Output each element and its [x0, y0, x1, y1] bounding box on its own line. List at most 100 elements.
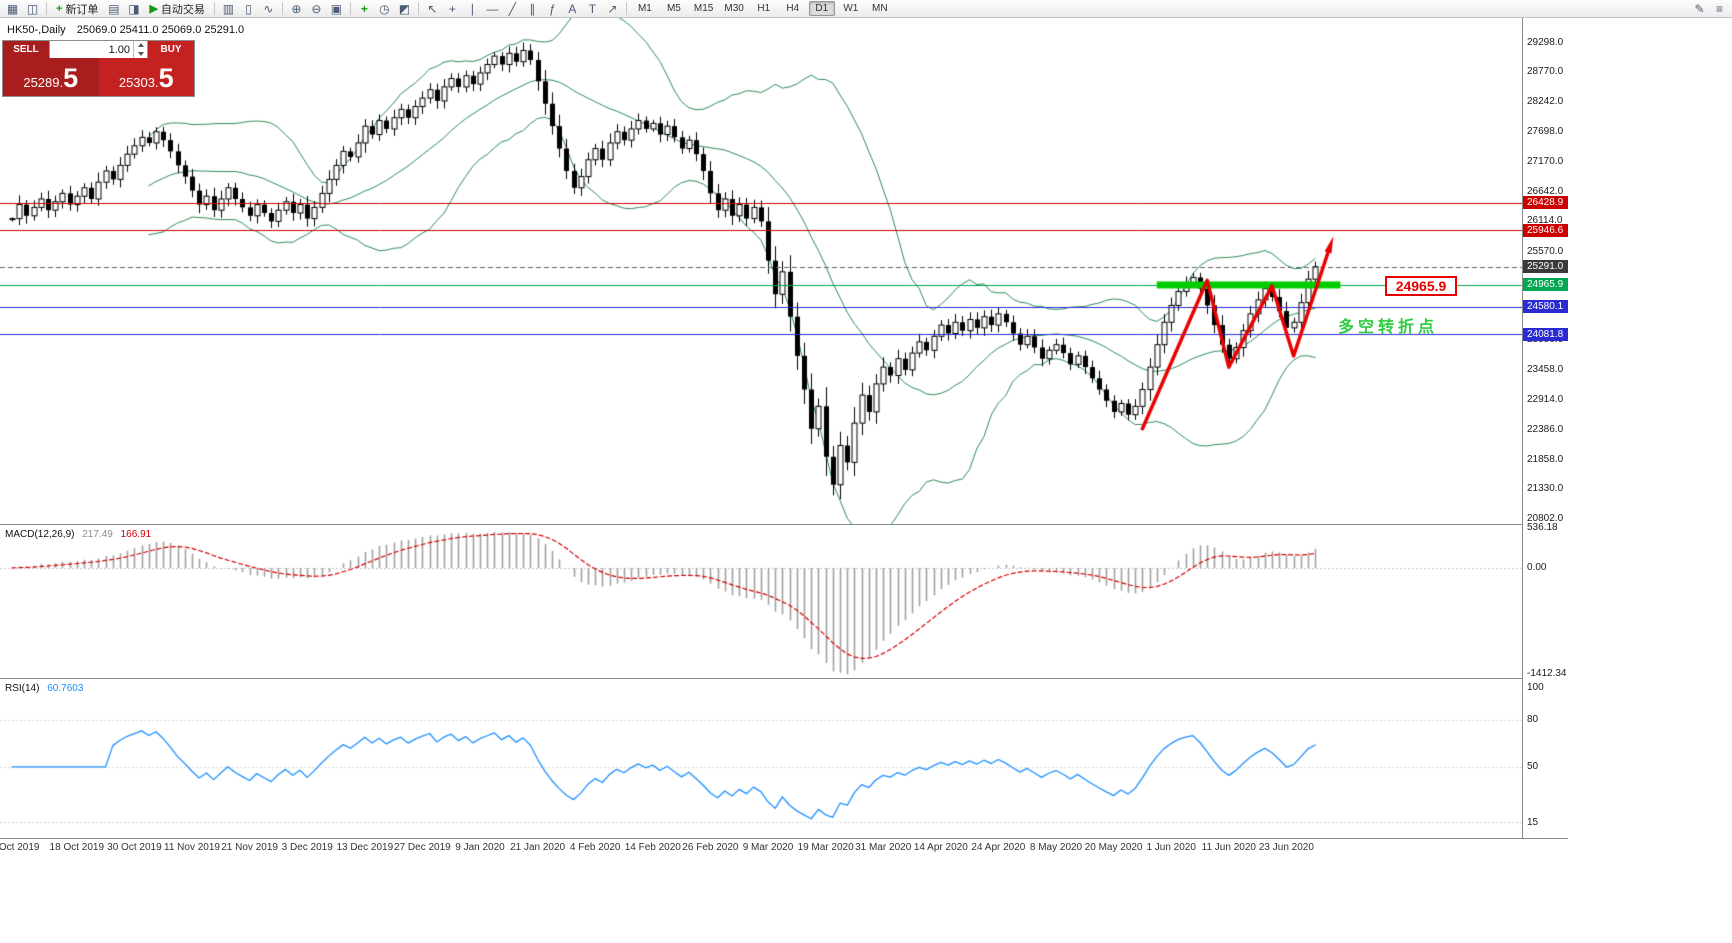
price-axis-label: -1412.34	[1527, 668, 1567, 680]
date-axis-label: 19 Mar 2020	[797, 842, 854, 853]
rsi-indicator-label: RSI(14) 60.7603	[5, 683, 83, 694]
volume-spinner[interactable]	[133, 41, 147, 58]
rsi-value: 60.7603	[47, 683, 84, 694]
candlestick-chart-icon[interactable]: ▯	[245, 1, 252, 16]
trendline-icon[interactable]: ╱	[508, 1, 517, 16]
chart-title: HK50-,Daily 25069.0 25411.0 25069.0 2529…	[7, 24, 244, 36]
date-axis-label: 3 Dec 2019	[281, 842, 333, 853]
price-axis-label: 26642.0	[1527, 185, 1564, 197]
bar-chart-icon[interactable]: ▥	[222, 1, 235, 16]
macd-indicator-label: MACD(12,26,9) 217.49 166.91	[5, 529, 151, 540]
fibonacci-icon[interactable]: ƒ	[549, 1, 556, 16]
zoom-in-icon[interactable]: ⊕	[291, 1, 302, 16]
date-axis-label: 8 May 2020	[1029, 842, 1083, 853]
price-axis-flag: 25291.0	[1523, 260, 1568, 274]
sell-price-fraction: 5	[63, 63, 79, 93]
chart-ohlc-values: 25069.0 25411.0 25069.0 25291.0	[76, 24, 245, 36]
date-axis-label: 1 Jun 2020	[1146, 842, 1196, 853]
price-axis-label: 23458.0	[1527, 363, 1564, 375]
price-axis-label: 22386.0	[1527, 424, 1564, 436]
price-axis-label: 27698.0	[1527, 126, 1564, 138]
date-axis-label: 9 Jan 2020	[455, 842, 505, 853]
panel-separator[interactable]	[0, 524, 1568, 525]
date-axis[interactable]: Oct 2019 18 Oct 2019 30 Oct 2019 11 Nov 201…	[0, 839, 1568, 856]
rsi-name: RSI(14)	[5, 683, 40, 694]
panel-separator	[0, 838, 1568, 839]
date-axis-label: 21 Nov 2019	[221, 842, 278, 853]
vertical-line-icon[interactable]: ∣	[469, 1, 476, 16]
text-icon[interactable]: A	[568, 1, 577, 16]
autotrading-button[interactable]: ▶ 自动交易	[149, 3, 205, 16]
timeframe-button-m1[interactable]: M1	[637, 3, 652, 14]
chart-canvas[interactable]	[0, 18, 1522, 838]
periodicity-icon[interactable]: ◷	[379, 1, 390, 16]
timeframe-button-w1[interactable]: W1	[843, 3, 859, 14]
price-axis-label: 28242.0	[1527, 95, 1564, 107]
chart-symbol-period: HK50-,Daily	[7, 24, 66, 36]
price-axis[interactable]: 29298.0 28770.0 28242.0 27698.0 27170.0 26642…	[1522, 18, 1569, 838]
menu-icon[interactable]: ≡	[1715, 1, 1723, 16]
price-axis-label: 26114.0	[1527, 215, 1563, 227]
crosshair-icon[interactable]: +	[448, 1, 456, 16]
price-axis-flag: 26428.9	[1523, 196, 1568, 210]
timeframe-button-m5[interactable]: M5	[666, 3, 681, 14]
price-axis-flag: 24965.9	[1523, 278, 1568, 292]
cursor-icon[interactable]: ↖	[427, 1, 438, 16]
sell-price-main: 25289.	[23, 75, 64, 90]
zoom-out-icon[interactable]: ⊖	[311, 1, 322, 16]
arrow-tools-icon[interactable]: ↗	[607, 1, 618, 16]
timeframe-button-d1[interactable]: D1	[808, 1, 835, 16]
channel-icon[interactable]: ∥	[529, 1, 536, 16]
price-annotation-label[interactable]: 24965.9	[1385, 276, 1457, 296]
buy-price-fraction: 5	[158, 63, 174, 93]
volume-value[interactable]: 1.00	[108, 43, 130, 56]
price-axis-label: 25570.0	[1527, 245, 1564, 257]
volume-up-icon[interactable]	[134, 41, 147, 50]
timeframe-button-h1[interactable]: H1	[757, 3, 771, 14]
chart-area: HK50-,Daily 25069.0 25411.0 25069.0 2529…	[0, 18, 1569, 943]
add-indicator-icon[interactable]: +	[360, 1, 368, 16]
horizontal-line-icon[interactable]: ―	[486, 1, 499, 16]
timeframe-button-h4[interactable]: H4	[786, 3, 800, 14]
turning-point-label[interactable]: 多空转折点	[1338, 319, 1439, 336]
label-icon[interactable]: T	[588, 1, 597, 16]
chart-profiles-icon[interactable]: ◫	[26, 1, 39, 16]
buy-button[interactable]: BUY	[148, 41, 194, 58]
sell-price[interactable]: 25289. 5	[3, 58, 99, 96]
price-axis-label: 536.18	[1527, 522, 1558, 534]
panel-separator[interactable]	[0, 678, 1568, 679]
price-axis-label: 50	[1527, 761, 1539, 773]
price-axis-label: 29298.0	[1527, 36, 1564, 48]
volume-down-icon[interactable]	[134, 50, 147, 59]
line-chart-icon[interactable]: ∿	[263, 1, 274, 16]
templates-icon[interactable]: ◩	[398, 1, 411, 16]
date-axis-label: 13 Dec 2019	[336, 842, 394, 853]
timeframe-button-m30[interactable]: M30	[724, 3, 744, 14]
price-axis-label: 28770.0	[1527, 66, 1564, 78]
new-chart-icon[interactable]: ▦	[6, 1, 19, 16]
price-axis-label: 20802.0	[1527, 512, 1564, 524]
sell-button[interactable]: SELL	[3, 41, 49, 58]
price-axis-flag: 24580.1	[1523, 300, 1568, 314]
tile-windows-icon[interactable]: ▣	[330, 1, 343, 16]
date-axis-label: 4 Feb 2020	[569, 842, 621, 853]
navigator-icon[interactable]: ◨	[128, 1, 140, 16]
date-axis-label: 27 Dec 2019	[394, 842, 451, 853]
buy-price[interactable]: 25303. 5	[98, 58, 194, 96]
market-watch-icon[interactable]: ▤	[108, 1, 120, 16]
edit-icon[interactable]: ✎	[1694, 1, 1705, 16]
date-axis-label: 26 Feb 2020	[682, 842, 739, 853]
price-axis-label: 21858.0	[1527, 453, 1564, 465]
timeframe-button-m15[interactable]: M15	[693, 3, 714, 14]
macd-signal-value: 166.91	[120, 529, 152, 540]
price-axis-flag: 24081.8	[1523, 327, 1568, 341]
toolbar: ▦ ◫ + 新订单 ▤ ◨ ▶ 自动交易 ▥ ▯ ∿ ⊕ ⊖ ▣ + ◷ ◩ ↖ + ∣ ― ╱ ∥ ƒ A T ↗ M1 M5 M15 M…	[0, 0, 1732, 18]
timeframe-button-mn[interactable]: MN	[872, 3, 888, 14]
date-axis-label: 11 Nov 2019	[164, 842, 220, 853]
new-order-button[interactable]: + 新订单	[56, 2, 99, 16]
price-axis-flag: 25946.6	[1523, 223, 1568, 237]
volume-field[interactable]: 1.00	[49, 41, 148, 58]
date-axis-label: 20 May 2020	[1084, 842, 1143, 853]
date-axis-label: 24 Apr 2020	[971, 842, 1026, 853]
